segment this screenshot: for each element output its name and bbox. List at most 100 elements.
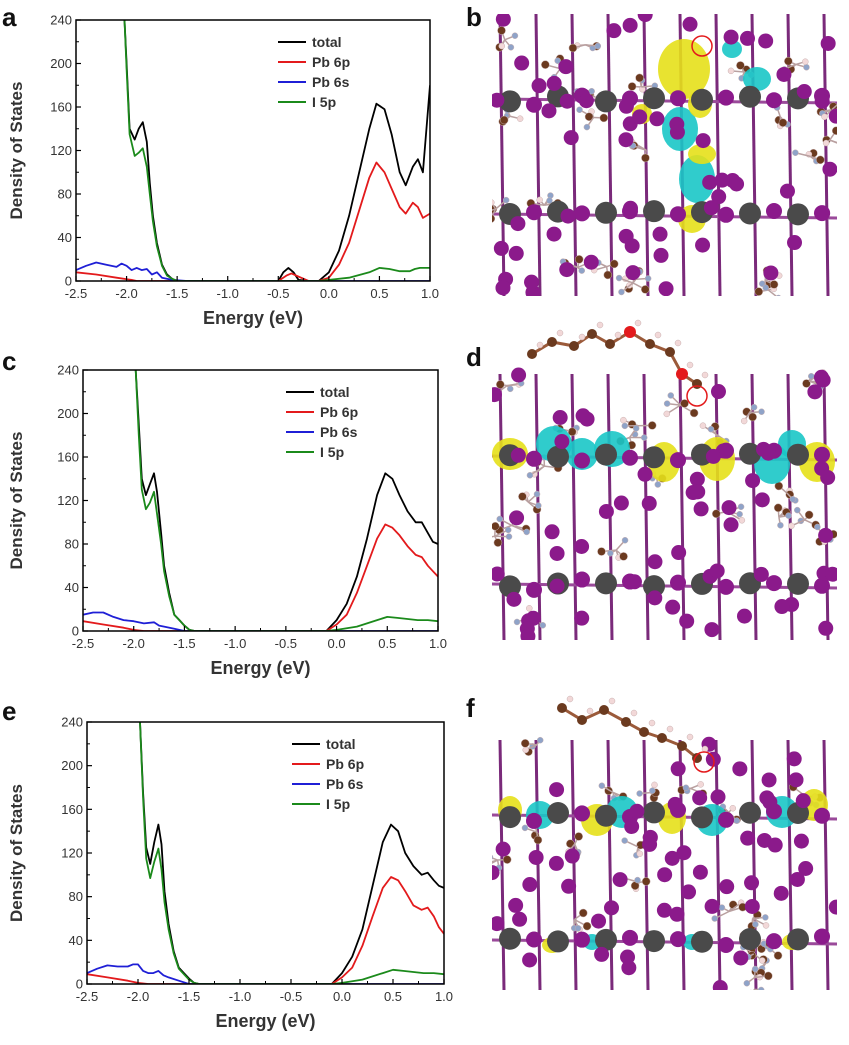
iodine-atom [814,370,829,385]
nitrogen-atom [616,275,622,281]
carbon-atom [575,832,583,840]
hydrogen-atom [763,922,769,928]
lead-atom [595,572,617,594]
y-tick-label: 80 [58,187,72,202]
x-tick-label: 0.5 [384,989,402,1004]
nitrogen-atom [540,622,546,628]
iodine-atom [718,90,734,106]
hydrogen-atom [537,197,543,203]
iodine-atom [541,103,556,118]
iodine-atom [694,501,709,516]
carbon-atom [736,61,744,69]
carbon-atom [569,341,579,351]
hydrogen-atom [759,957,765,963]
x-tick-label: 0.0 [320,286,338,301]
hydrogen-atom [557,330,563,336]
iodine-atom [807,384,822,399]
carbon-atom [597,548,605,556]
hydrogen-atom [579,334,585,340]
carbon-atom [639,727,649,737]
nitrogen-atom [577,107,583,113]
inorganic-atoms-group [492,368,837,640]
pb-i-bond [608,14,612,296]
nitrogen-atom [751,404,757,410]
nitrogen-atom [506,534,512,540]
iodine-atom [713,980,728,990]
hydrogen-atom [597,322,603,328]
iodine-atom [766,575,782,591]
structure-d-svg [492,304,837,640]
nitrogen-atom [790,496,796,502]
iodine-atom [787,235,802,250]
y-tick-label: 200 [57,406,79,421]
iodine-atom [574,572,590,588]
iodine-atom [632,109,647,124]
nitrogen-atom [752,921,758,927]
iodine-atom [768,838,783,853]
iodine-atom [766,203,782,219]
lead-atom [787,928,809,950]
nitrogen-atom [579,268,585,274]
adsorbed-molecule-backbone [532,332,697,384]
iodine-atom [553,410,568,425]
hydrogen-atom [802,59,808,65]
nitrogen-atom [527,472,533,478]
lead-atom [643,200,665,222]
iodine-atom [665,600,680,615]
nitrogen-atom [744,980,750,986]
iodine-atom [681,884,696,899]
iodine-atom [524,275,539,290]
iodine-atom [559,262,574,277]
iodine-atom [643,830,658,845]
iodine-atom [690,484,705,499]
x-tick-label: -1.0 [217,286,239,301]
hydrogen-atom [499,43,505,49]
iodine-atom [718,937,734,953]
nitrogen-atom [607,550,613,556]
iodine-atom [613,872,628,887]
x-tick-label: 0.5 [378,636,396,651]
x-tick-label: -1.5 [166,286,188,301]
legend-label-i-5p: I 5p [320,444,344,460]
x-tick-label: 1.0 [421,286,439,301]
hydrogen-atom [702,746,708,752]
legend-label-total: total [320,384,350,400]
iodine-atom [670,452,686,468]
pb-i-bond [680,740,684,990]
iodine-atom [715,173,730,188]
nitrogen-atom [664,401,670,407]
iodine-atom [526,582,542,598]
y-tick-label: 120 [57,493,79,508]
nitrogen-atom [786,513,792,519]
pb-i-bond [824,14,828,296]
nitrogen-atom [635,877,641,883]
pb-i-bond [824,374,828,640]
nitrogen-atom [599,783,605,789]
carbon-atom [492,215,495,223]
y-tick-label: 0 [72,624,79,639]
iodine-atom [564,130,579,145]
iodine-atom [599,504,614,519]
series-line-i-5p [140,722,444,984]
carbon-atom [636,74,644,82]
plot-frame [83,370,438,631]
nitrogen-atom [792,150,798,156]
iodine-atom [670,90,686,106]
carbon-atom [621,717,631,727]
nitrogen-atom [575,925,581,931]
hydrogen-atom [649,720,655,726]
iodine-atom [606,23,621,38]
iodine-atom [722,500,737,515]
iodine-atom [509,246,524,261]
structure-f-svg [492,680,837,990]
nitrogen-atom [497,516,503,522]
iodine-atom [818,621,833,636]
hydrogen-atom [609,698,615,704]
iodine-atom [574,539,589,554]
nitrogen-atom [758,987,764,990]
iodine-atom [744,875,759,890]
pb-i-bond [716,740,720,990]
carbon-atom [492,522,499,530]
iodine-atom [622,930,638,946]
